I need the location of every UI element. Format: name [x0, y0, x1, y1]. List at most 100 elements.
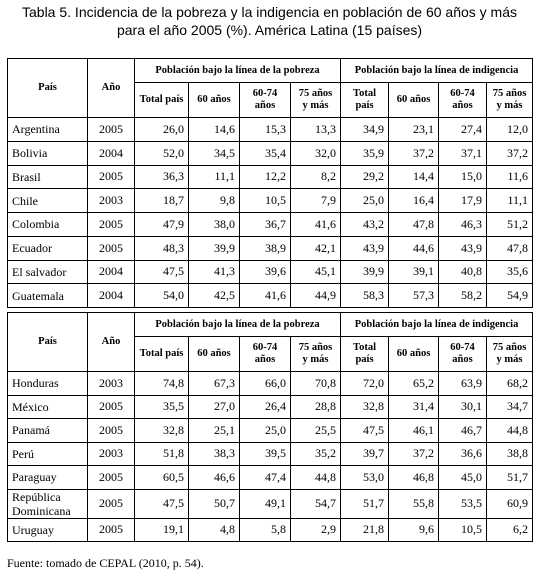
footnote: Fuente: tomado de CEPAL (2010, p. 54).: [7, 556, 204, 570]
value-cell: 35,2: [289, 441, 342, 466]
value-cell: 43,9: [438, 235, 488, 261]
data-row: Chile 2003 18,7 9,8 10,5 7,9 25,0 16,4 17,9 11,1: [7, 188, 534, 213]
title: Tabla 5. Incidencia de la pobreza y la i…: [0, 3, 539, 39]
table: País Año Población bajo la línea de la pob…: [7, 312, 534, 542]
value-cell: 35,5: [134, 394, 189, 419]
value-cell: 58,2: [438, 283, 488, 308]
value-cell: 34,7: [486, 394, 534, 419]
value-cell: 36,7: [239, 212, 291, 237]
value-cell: 32,8: [134, 418, 189, 443]
data-row: Bolivia 2004 52,0 34,5 35,4 32,0 35,9 37,2 37,1 3…: [7, 140, 534, 166]
value-cell: 37,2: [388, 441, 440, 466]
value-cell: 11,1: [486, 188, 534, 213]
subheader-cell: 60 años: [188, 336, 240, 372]
value-cell: 39,9: [188, 235, 240, 261]
value-cell: 36,3: [134, 164, 189, 190]
subheader-cell: 75 años y más: [289, 336, 342, 372]
value-cell: 41,6: [289, 212, 342, 237]
year-cell: 2005: [87, 517, 135, 542]
value-cell: 65,2: [388, 371, 440, 396]
subheader-cell: 60-74 años: [438, 336, 488, 372]
value-cell: 21,8: [340, 517, 390, 542]
value-cell: 34,9: [340, 117, 390, 142]
header-cell: Año: [87, 312, 135, 372]
subheader-cell: Total país: [134, 336, 189, 372]
data-row: Honduras 2003 74,8 67,3 66,0 70,8 72,0 65,2 63,9…: [7, 371, 534, 396]
year-cell: 2004: [87, 140, 135, 166]
data-row: México 2005 35,5 27,0 26,4 28,8 32,8 31,4 30,1 34…: [7, 394, 534, 419]
group-header: Población bajo la línea de la pobreza: [133, 312, 342, 337]
value-cell: 52,0: [134, 140, 189, 166]
group-header: Población bajo la línea de la pobreza: [133, 58, 342, 83]
value-cell: 46,1: [388, 418, 440, 443]
header-row: Total país 60 años 60-74 años 75 años y más…: [8, 336, 534, 372]
data-row: Guatemala 2004 54,0 42,5 41,6 44,9 58,3 57,3 58,…: [7, 283, 534, 308]
year-cell: 2003: [87, 441, 135, 466]
value-cell: 39,6: [239, 259, 291, 285]
value-cell: 26,0: [134, 117, 189, 142]
data-row: Paraguay 2005 60,5 46,6 47,4 44,8 53,0 46,8 45,0…: [7, 465, 534, 490]
value-cell: 15,3: [239, 117, 291, 142]
value-cell: 53,0: [340, 465, 390, 490]
subheader-cell: Total país: [340, 82, 390, 118]
subheader-cell: 75 años y más: [486, 336, 534, 372]
value-cell: 46,3: [438, 212, 488, 237]
year-cell: 2005: [87, 465, 135, 490]
value-cell: 14,6: [188, 117, 240, 142]
year-cell: 2005: [87, 212, 135, 237]
value-cell: 18,7: [134, 188, 189, 213]
value-cell: 29,2: [340, 164, 390, 190]
subheader-cell: 60-74 años: [239, 82, 291, 118]
country-cell: Argentina: [7, 117, 88, 142]
subheader-cell: 75 años y más: [289, 82, 342, 118]
value-cell: 49,1: [239, 488, 291, 519]
title-line: para el año 2005 (%). América Latina (15…: [116, 22, 423, 38]
value-cell: 23,1: [388, 117, 440, 142]
value-cell: 12,2: [239, 164, 291, 190]
value-cell: 11,6: [486, 164, 534, 190]
value-cell: 35,6: [486, 259, 534, 285]
value-cell: 47,5: [340, 418, 390, 443]
subheader-cell: 60-74 años: [239, 336, 291, 372]
country-cell: Brasil: [7, 164, 88, 190]
value-cell: 32,0: [289, 140, 342, 166]
year-cell: 2004: [87, 259, 135, 285]
value-cell: 42,5: [188, 283, 240, 308]
value-cell: 10,5: [438, 517, 488, 542]
value-cell: 4,8: [188, 517, 240, 542]
value-cell: 54,9: [486, 283, 534, 308]
value-cell: 45,0: [438, 465, 488, 490]
value-cell: 37,1: [438, 140, 488, 166]
year-cell: 2005: [87, 488, 135, 519]
value-cell: 43,9: [340, 235, 390, 261]
group-header: Población bajo la línea de indigencia: [340, 58, 534, 83]
country-cell: Ecuador: [7, 235, 88, 261]
header-cell: País: [7, 312, 88, 372]
country-cell: Guatemala: [7, 283, 88, 308]
value-cell: 31,4: [388, 394, 440, 419]
year-cell: 2003: [87, 371, 135, 396]
value-cell: 41,6: [239, 283, 291, 308]
data-row: Uruguay 2005 19,1 4,8 5,8 2,9 21,8 9,6 10,5 6,2: [7, 517, 534, 542]
group-header: Población bajo la línea de indigencia: [340, 312, 534, 337]
country-cell: Uruguay: [7, 517, 88, 542]
value-cell: 46,8: [388, 465, 440, 490]
value-cell: 51,2: [486, 212, 534, 237]
value-cell: 66,0: [239, 371, 291, 396]
value-cell: 38,9: [239, 235, 291, 261]
value-cell: 27,0: [188, 394, 240, 419]
value-cell: 12,0: [486, 117, 534, 142]
value-cell: 53,5: [438, 488, 488, 519]
value-cell: 8,2: [289, 164, 342, 190]
data-row: Panamá 2005 32,8 25,1 25,0 25,5 47,5 46,1 46,7 44…: [7, 418, 534, 443]
header-row: País Año Población bajo la línea de la pob…: [7, 312, 534, 372]
value-cell: 60,5: [134, 465, 189, 490]
value-cell: 47,4: [239, 465, 291, 490]
value-cell: 44,6: [388, 235, 440, 261]
value-cell: 9,8: [188, 188, 240, 213]
value-cell: 6,2: [486, 517, 534, 542]
year-cell: 2004: [87, 283, 135, 308]
header-cell: Año: [87, 58, 135, 118]
data-row: República Dominicana 2005 47,5 50,7 49,1 54,7…: [7, 488, 534, 519]
country-cell: El salvador: [7, 259, 88, 285]
